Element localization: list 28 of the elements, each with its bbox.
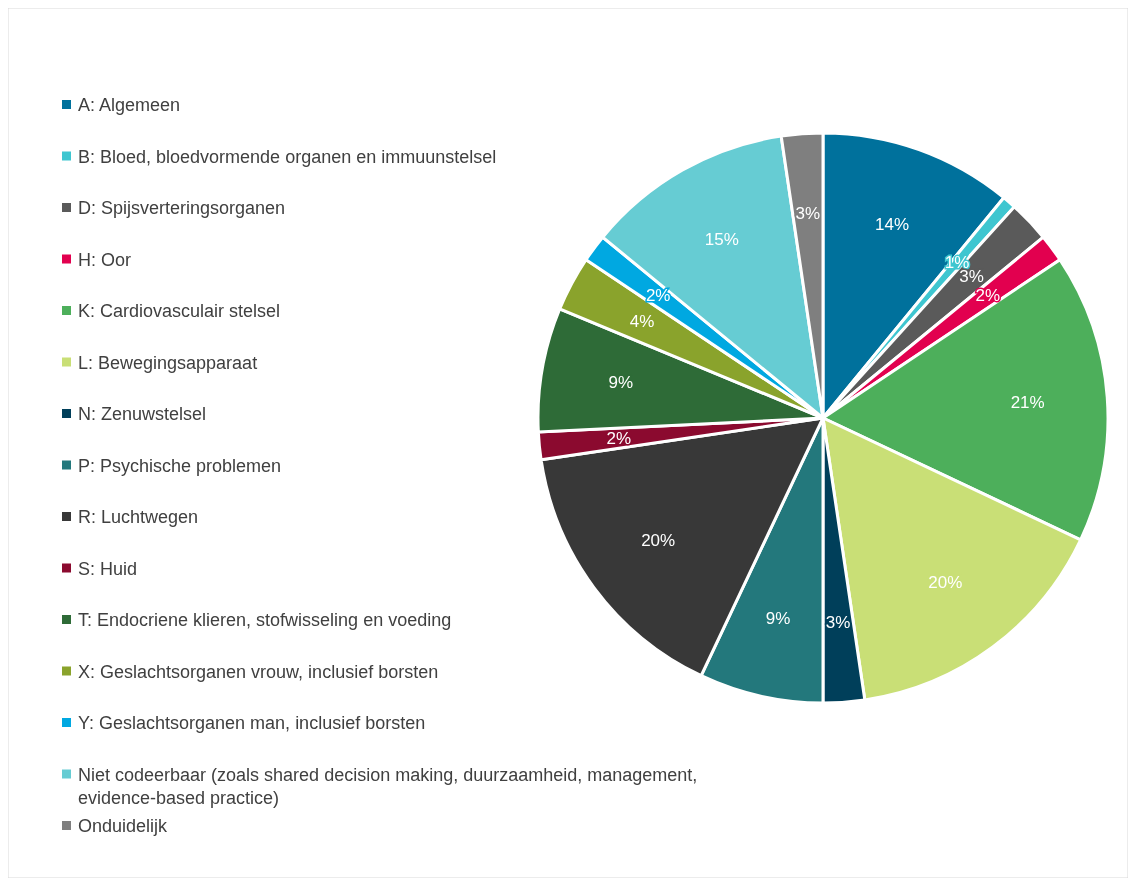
legend-label: Onduidelijk — [78, 816, 169, 836]
data-label: 14% — [875, 215, 910, 235]
legend-label: Niet codeerbaar (zoals shared decision making, duurzaamheid, management, evidence-based practice) — [78, 764, 698, 808]
data-label: 3% — [825, 613, 851, 633]
data-label: 21% — [1010, 393, 1045, 413]
legend-label: A: Algemeen — [78, 95, 181, 115]
legend-label: N: Zenuwstelsel — [78, 404, 207, 424]
legend-label: K: Cardiovasculair stelsel — [78, 301, 281, 321]
data-label: 4% — [629, 311, 655, 331]
legend-label: S: Huid — [78, 558, 138, 579]
legend-label: X: Geslachtsorganen vrouw, inclusief borsten — [78, 661, 439, 682]
data-label: 9% — [608, 373, 634, 393]
legend-label: D: Spijsverteringsorganen — [78, 198, 286, 218]
data-label: 3% — [795, 203, 821, 223]
legend-label: T: Endocriene klieren, stofwisseling en voeding — [78, 610, 452, 630]
legend-label: H: Oor — [78, 249, 132, 270]
data-label: 15% — [704, 229, 739, 249]
legend-label: R: Luchtwegen — [78, 507, 199, 527]
legend-label: P: Psychische problemen — [78, 455, 282, 476]
legend-label: B: Bloed, bloedvormende organen en immuunstelsel — [78, 146, 497, 167]
legend-label: Y: Geslachtsorganen man, inclusief borsten — [78, 713, 426, 733]
data-label: 20% — [641, 530, 676, 550]
data-label: 20% — [928, 573, 963, 593]
legend-label: L: Bewegingsapparaat — [78, 352, 258, 373]
data-label: 2% — [975, 286, 1001, 306]
data-label: 2% — [645, 286, 671, 306]
data-label: 2% — [606, 428, 632, 448]
data-label: 9% — [765, 608, 791, 628]
